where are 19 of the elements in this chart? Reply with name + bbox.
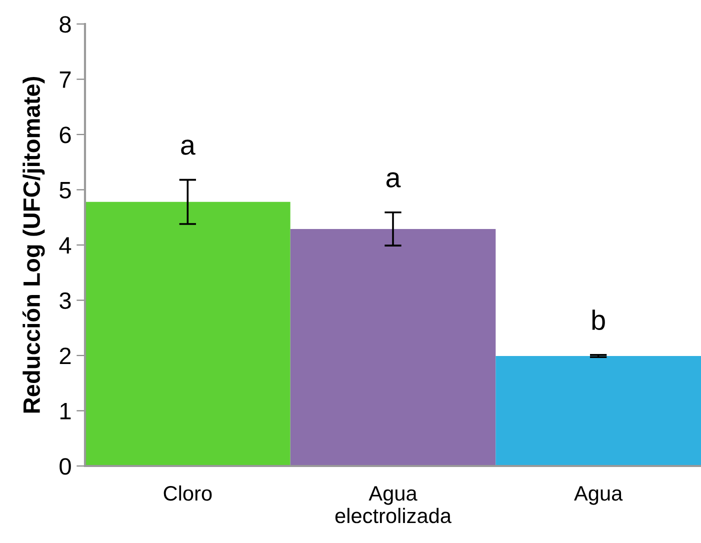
y-tick-label: 0 xyxy=(60,458,71,475)
y-tick-label: 8 xyxy=(60,16,71,33)
y-tick-label: 6 xyxy=(60,126,71,144)
annotation: a xyxy=(386,172,401,188)
y-tick-label: 5 xyxy=(60,182,71,199)
y-tick-label: 1 xyxy=(60,403,71,420)
x-tick-label: Cloro xyxy=(164,485,212,501)
x-tick-label: Agua xyxy=(574,486,623,505)
bar xyxy=(290,228,496,466)
annotation: b xyxy=(592,310,605,330)
bar xyxy=(85,202,290,466)
y-axis-title: Reducción Log (UFC/jitomate) xyxy=(22,76,45,413)
x-tick-label: Agua electrolizada xyxy=(335,486,452,524)
y-tick-label: 7 xyxy=(60,72,71,88)
y-tick-label: 4 xyxy=(59,237,72,254)
y-tick-label: 3 xyxy=(60,292,71,310)
annotation: a xyxy=(181,140,196,155)
y-tick-label: 2 xyxy=(60,348,71,364)
bar xyxy=(496,356,701,466)
